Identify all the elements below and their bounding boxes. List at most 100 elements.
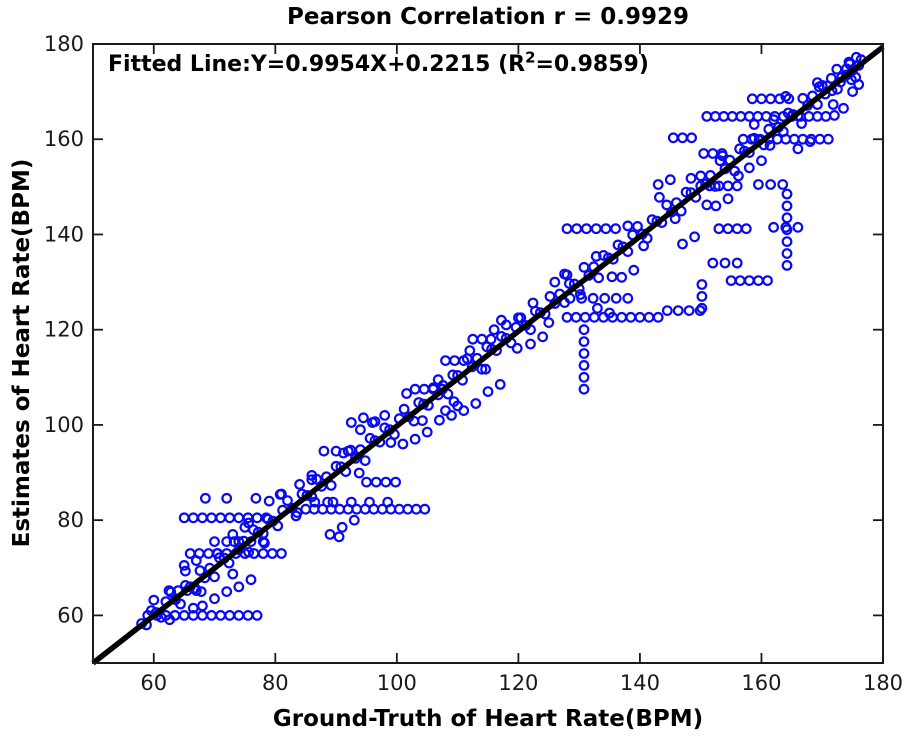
scatter-point [397,438,409,450]
scatter-point [342,445,354,457]
scatter-point [190,585,202,596]
scatter-point [669,213,681,225]
y-tick-label: 180 [44,32,84,56]
scatter-point [470,398,482,409]
scatter-point [696,291,708,302]
scatter-point [215,610,227,621]
scatter-point [610,292,622,304]
scatter-point [485,333,497,345]
scatter-point [206,610,217,621]
scatter-point [588,311,600,323]
scatter-point [250,492,262,504]
scatter-point [434,414,445,426]
scatter-point [379,410,391,421]
scatter-point [190,555,202,566]
x-tick-label: 100 [377,671,417,695]
scatter-point [355,424,366,436]
scatter-point [385,437,397,448]
scatter-point [813,81,825,93]
scatter-point [199,492,211,504]
scatter-point [324,529,336,540]
plot-border [92,43,884,664]
scatter-point [561,223,573,235]
scatter-point [294,479,306,490]
scatter-point [792,143,804,155]
scatter-point [178,610,190,621]
scatter-point [195,586,207,597]
scatter-point [245,574,257,586]
scatter-point [781,200,793,212]
scatter-point [707,257,719,269]
scatter-point [309,496,321,508]
scatter-point [590,250,602,262]
scatter-point [511,342,523,354]
scatter-point [628,264,640,276]
scatter-point [196,600,208,612]
scatter-point [756,155,767,167]
scatter-point [661,305,673,317]
scatter-point [179,565,191,577]
scatter-point [777,179,789,190]
scatter-point [612,239,624,251]
scatter-point [242,610,254,621]
scatter-point [606,271,618,283]
scatter-point [276,548,287,559]
x-tick-label: 80 [262,671,289,695]
scatter-point [734,275,746,287]
scatter-point [345,496,357,508]
scatter-point [513,312,524,324]
scatter-point [753,275,764,287]
scatter-point [194,565,206,576]
scatter-point [345,417,357,428]
scatter-point [788,133,800,145]
scatter-point [664,174,676,186]
scatter-point [458,405,470,417]
x-tick-label: 180 [863,671,903,695]
scatter-point [726,110,738,122]
scatter-point [725,275,737,287]
scatter-point [847,86,858,97]
scatter-point [203,548,214,559]
scatter-point [488,324,500,336]
scatter-point [737,133,749,145]
fit-annotation-suffix: =0.9859) [535,52,649,77]
scatter-point [731,180,743,192]
scatter-point [209,571,220,583]
scatter-point [228,536,240,547]
scatter-point [364,496,375,508]
scatter-point [735,110,747,122]
scatter-point [578,348,590,359]
scatter-point [260,512,272,524]
scatter-point [600,223,612,235]
scatter-point [796,118,807,129]
scatter-point [398,403,410,415]
scatter-point [306,474,318,486]
scatter-point [764,139,776,151]
scatter-point [432,374,444,386]
scatter-point [781,248,793,259]
scatter-point [336,521,348,533]
y-axis-label: Estimates of Heart Rate(BPM) [9,158,35,548]
scatter-point [610,223,621,235]
scatter-point [578,261,590,273]
scatter-point [579,311,591,323]
scatter-point [701,199,713,211]
scatter-point [393,503,405,515]
y-tick-label: 140 [44,222,84,246]
scatter-point [781,188,793,200]
scatter-point [480,363,492,375]
scatter-point [765,179,776,190]
scatter-point [803,110,815,122]
scatter-point [771,133,783,145]
scatter-point [402,503,414,515]
y-tick-label: 60 [57,603,84,627]
scatter-point [632,220,643,232]
scatter-point [768,221,779,233]
scatter-point [233,581,245,593]
x-tick-label: 160 [741,671,781,695]
scatter-point [209,536,220,547]
scatter-point [578,324,590,336]
scatter-point [760,110,772,122]
scatter-point [652,179,664,190]
